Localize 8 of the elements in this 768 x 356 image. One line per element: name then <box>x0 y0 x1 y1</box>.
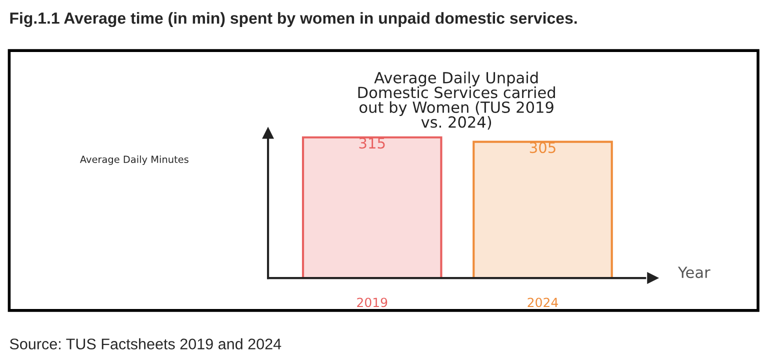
source-note: Source: TUS Factsheets 2019 and 2024 <box>10 338 282 350</box>
x-axis-title: Year <box>678 266 710 278</box>
data-label: 315 <box>359 138 385 149</box>
x-tick-label: 2024 <box>528 298 558 308</box>
text: Average Daily Minutes <box>80 155 188 165</box>
chart-title: Average Daily Unpaid Domestic Services carried out by Women (TUS 2019 vs. 2024) <box>358 72 555 130</box>
x-tick-label: 2019 <box>357 298 388 308</box>
chart-subtitle: Fig.1.1 Average time (in min) spent by women in unpaid domestic services. <box>10 12 577 28</box>
